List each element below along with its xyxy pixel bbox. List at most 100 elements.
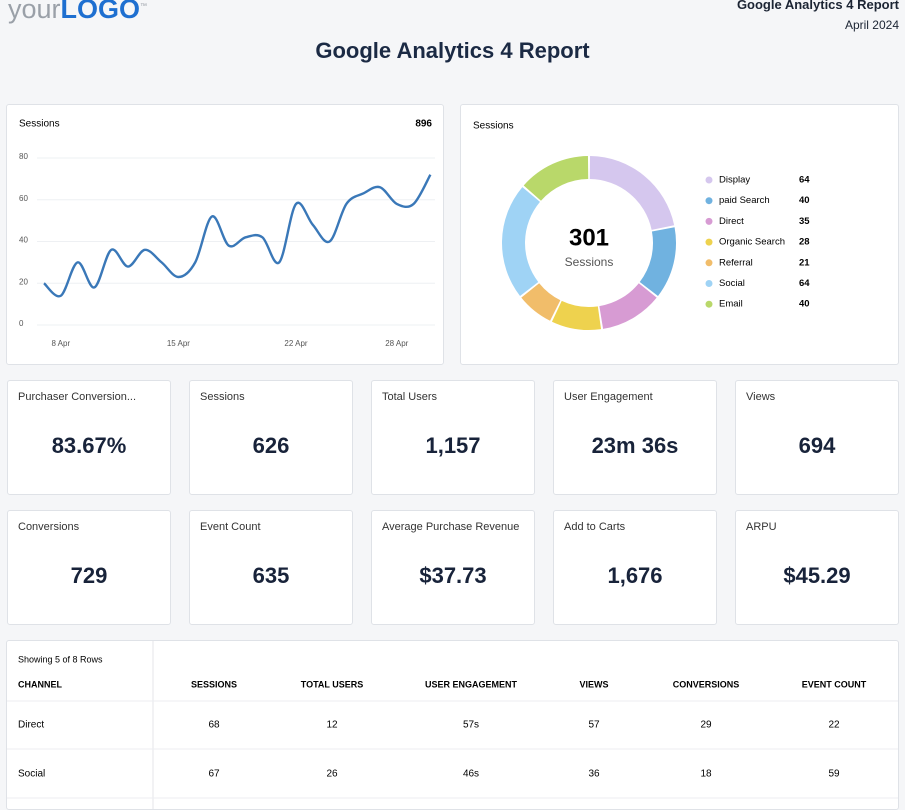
- y-tick-label: 40: [19, 236, 28, 245]
- kpi-card: Event Count 635: [189, 510, 353, 625]
- kpi-value: $37.73: [419, 563, 487, 588]
- x-tick-label: 8 Apr: [51, 339, 70, 348]
- legend-label: Email: [719, 299, 743, 310]
- kpi-value: 626: [252, 433, 290, 458]
- table-card: Showing 5 of 8 Rows CHANNEL SESSIONS TOTAL…: [6, 640, 899, 810]
- legend-dot: [705, 238, 713, 246]
- kpi-card: Purchaser Conversion... 83.67%: [7, 380, 171, 495]
- table-cell: 68: [208, 720, 220, 731]
- donut-center-value: 301: [569, 224, 609, 251]
- line-chart: Sessions 896 0 20 40 60 80 8 Apr 15 Apr 22 Apr 2…: [19, 119, 435, 348]
- legend-label: Display: [719, 175, 750, 186]
- legend-label: Organic Search: [719, 237, 785, 248]
- chart-total: 896: [415, 119, 432, 130]
- kpi-value: 23m 36s: [591, 433, 679, 458]
- kpi-label: Sessions: [200, 391, 245, 403]
- legend-dot: [705, 176, 713, 184]
- channel-table: Showing 5 of 8 Rows CHANNEL SESSIONS TOTAL…: [7, 641, 898, 809]
- donut-segment: [639, 227, 676, 297]
- kpi-label: User Engagement: [564, 391, 653, 403]
- logo-prefix: your: [8, 0, 61, 24]
- table-cell: 57s: [463, 720, 479, 731]
- donut-chart: Sessions 301 Sessions Display 64 paid Sear…: [473, 121, 810, 330]
- donut-segment: [502, 187, 540, 297]
- table-cell: 57: [588, 720, 600, 731]
- x-tick-label: 22 Apr: [284, 339, 307, 348]
- report-name: Google Analytics 4 Report: [736, 0, 899, 12]
- kpi-label: Conversions: [18, 521, 80, 533]
- legend-label: Referral: [719, 257, 753, 268]
- kpi-label: Event Count: [200, 521, 261, 533]
- kpi-value: 83.67%: [51, 433, 127, 458]
- x-tick-label: 15 Apr: [167, 339, 190, 348]
- column-header: EVENT COUNT: [802, 679, 867, 689]
- logo-mark: ™: [140, 3, 148, 10]
- kpi-card: Average Purchase Revenue $37.73: [371, 510, 535, 625]
- chart-title: Sessions: [473, 121, 514, 132]
- kpi-value: 635: [252, 563, 290, 588]
- donut-center-label: Sessions: [565, 255, 614, 269]
- table-cell: 36: [588, 769, 600, 780]
- legend-dot: [705, 300, 713, 308]
- legend-value: 64: [799, 175, 810, 186]
- legend-dot: [705, 280, 713, 287]
- line-card: Sessions 896 0 20 40 60 80 8 Apr 15 Apr 22 Apr 2…: [6, 104, 444, 365]
- logo-main: LOGO: [60, 0, 141, 24]
- column-header: VIEWS: [579, 679, 608, 689]
- table-caption: Showing 5 of 8 Rows: [18, 654, 103, 664]
- page-title: Google Analytics 4 Report: [315, 38, 590, 63]
- y-tick-label: 20: [19, 277, 28, 286]
- kpi-card: Total Users 1,157: [371, 380, 535, 495]
- kpi-card: Sessions 626: [189, 380, 353, 495]
- legend-label: paid Search: [719, 195, 770, 206]
- legend-value: 35: [799, 216, 810, 227]
- legend-value: 28: [799, 237, 810, 248]
- chart-title: Sessions: [19, 119, 60, 130]
- table-cell: 12: [326, 720, 338, 731]
- legend-dot: [705, 217, 713, 225]
- legend-dot: [705, 259, 713, 267]
- kpi-card: Views 694: [735, 380, 899, 495]
- kpi-value: 694: [798, 433, 836, 458]
- legend-value: 40: [799, 195, 810, 206]
- column-header: TOTAL USERS: [301, 679, 364, 689]
- kpi-value: 1,676: [607, 563, 663, 588]
- report-period: April 2024: [844, 18, 899, 32]
- donut-segment: [523, 156, 589, 201]
- kpi-label: Add to Carts: [564, 521, 626, 533]
- table-cell: Direct: [18, 720, 44, 731]
- kpi-label: ARPU: [746, 521, 777, 533]
- y-tick-label: 80: [19, 152, 28, 161]
- legend-label: Social: [719, 278, 745, 289]
- donut-segment: [599, 283, 657, 329]
- table-cell: 26: [326, 769, 338, 780]
- kpi-card: Add to Carts 1,676: [553, 510, 717, 625]
- kpi-card: Conversions 729: [7, 510, 171, 625]
- x-tick-label: 28 Apr: [385, 339, 408, 348]
- kpi-label: Purchaser Conversion...: [18, 391, 136, 403]
- column-header: SESSIONS: [191, 679, 237, 689]
- table-cell: 22: [828, 720, 840, 731]
- line-series: [43, 174, 432, 298]
- kpi-value: 1,157: [425, 433, 481, 458]
- donut-segment: [589, 156, 675, 230]
- legend-value: 64: [799, 278, 810, 289]
- donut-card: Sessions 301 Sessions Display 64 paid Sear…: [460, 104, 899, 365]
- table-cell: Social: [18, 769, 45, 780]
- column-header: CONVERSIONS: [673, 679, 740, 689]
- kpi-value: $45.29: [783, 563, 851, 588]
- y-tick-label: 60: [19, 194, 28, 203]
- table-cell: 29: [700, 720, 712, 731]
- y-tick-label: 0: [19, 319, 24, 328]
- kpi-card: User Engagement 23m 36s: [553, 380, 717, 495]
- legend-dot: [705, 197, 713, 205]
- legend-label: Direct: [719, 216, 744, 227]
- kpi-label: Average Purchase Revenue: [382, 521, 520, 533]
- table-cell: 46s: [463, 769, 479, 780]
- kpi-label: Total Users: [382, 391, 438, 403]
- donut-segment: [551, 300, 602, 330]
- donut-segment: [521, 283, 561, 321]
- kpi-card: ARPU $45.29: [735, 510, 899, 625]
- table-cell: 18: [700, 769, 712, 780]
